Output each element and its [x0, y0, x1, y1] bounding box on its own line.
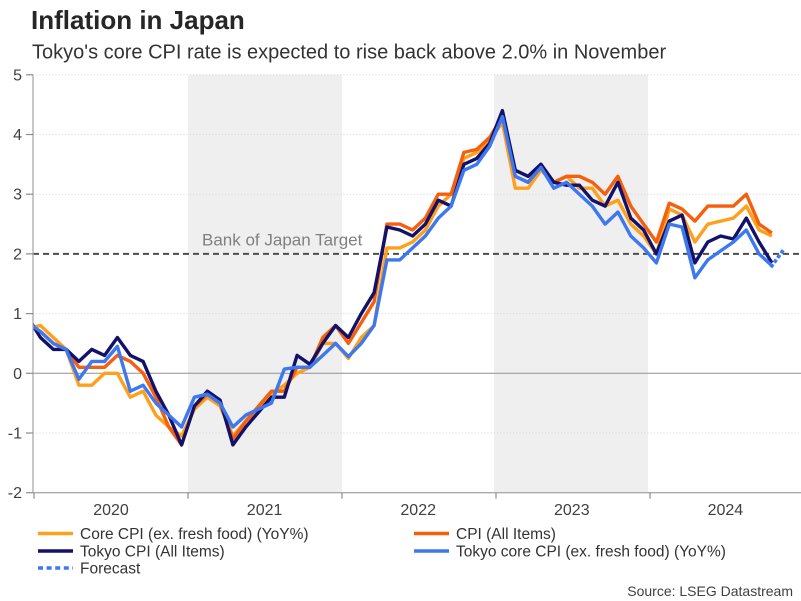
svg-text:-1: -1 — [8, 426, 22, 443]
svg-text:2021: 2021 — [247, 502, 283, 519]
svg-text:2020: 2020 — [93, 502, 129, 519]
svg-text:4: 4 — [13, 127, 22, 144]
svg-text:Tokyo's core CPI rate is expec: Tokyo's core CPI rate is expected to ris… — [32, 41, 666, 63]
svg-text:Tokyo core CPI (ex. fresh food: Tokyo core CPI (ex. fresh food) (YoY%) — [456, 544, 726, 561]
svg-text:3: 3 — [13, 187, 22, 204]
svg-text:2022: 2022 — [400, 502, 436, 519]
svg-text:5: 5 — [13, 67, 22, 84]
svg-text:1: 1 — [13, 306, 22, 323]
svg-text:2: 2 — [13, 246, 22, 263]
svg-text:-2: -2 — [8, 485, 22, 502]
svg-text:Source: LSEG Datastream: Source: LSEG Datastream — [627, 583, 793, 599]
svg-text:2024: 2024 — [708, 502, 744, 519]
svg-text:Core CPI (ex. fresh food) (YoY: Core CPI (ex. fresh food) (YoY%) — [80, 526, 309, 543]
svg-text:CPI (All Items): CPI (All Items) — [456, 526, 556, 543]
svg-text:2023: 2023 — [554, 502, 590, 519]
svg-text:Forecast: Forecast — [80, 561, 141, 578]
svg-text:Tokyo CPI (All Items): Tokyo CPI (All Items) — [80, 544, 225, 561]
svg-text:Bank of Japan Target: Bank of Japan Target — [202, 231, 363, 250]
svg-text:0: 0 — [13, 366, 22, 383]
svg-text:Inflation in Japan: Inflation in Japan — [31, 5, 245, 35]
